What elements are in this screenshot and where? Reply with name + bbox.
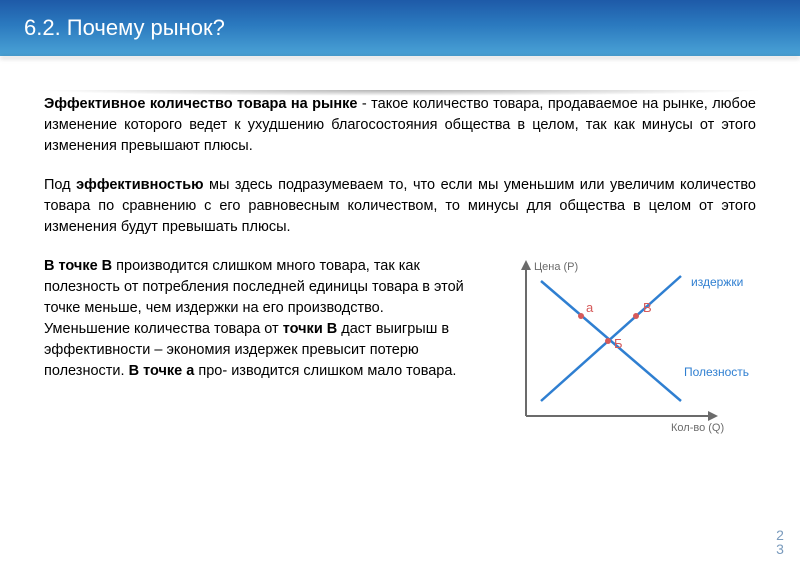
y-arrow-icon <box>521 260 531 270</box>
point-B-dot <box>633 313 639 319</box>
content-area: Эффективное количество товара на рынке -… <box>0 56 800 446</box>
y-axis-label: Цена (Р) <box>534 261 578 273</box>
page-num-top: 2 <box>774 528 786 542</box>
page-title: 6.2. Почему рынок? <box>24 15 225 41</box>
point-B-label: В <box>643 300 652 315</box>
p3-c: про- изводится слишком мало товара. <box>194 363 456 379</box>
chart: Цена (Р) Кол-во (Q) издержки Полезность … <box>486 256 756 436</box>
point-a-dot <box>578 313 584 319</box>
page-number: 2 3 <box>774 528 786 556</box>
costs-label: издержки <box>691 275 743 289</box>
p2-a: Под <box>44 177 76 193</box>
p3-bold2: точки В <box>283 321 338 337</box>
p3-bold3: В точке а <box>129 363 195 379</box>
bottom-row: В точке В производится слишком много тов… <box>44 256 756 436</box>
point-b-ru-dot <box>605 338 611 344</box>
point-a-label: а <box>586 300 594 315</box>
x-axis-label: Кол-во (Q) <box>671 422 724 434</box>
p3-bold1: В точке В <box>44 258 112 274</box>
p2-bold: эффективностью <box>76 177 203 193</box>
paragraph-1: Эффективное количество товара на рынке -… <box>44 94 756 157</box>
paragraph-2: Под эффективностью мы здесь подразумевае… <box>44 175 756 238</box>
page-num-bot: 3 <box>774 542 786 556</box>
content-shadow <box>34 90 766 96</box>
point-b-ru-label: Б <box>614 336 623 351</box>
chart-svg: Цена (Р) Кол-во (Q) издержки Полезность … <box>486 256 756 436</box>
utility-label: Полезность <box>684 365 749 379</box>
x-arrow-icon <box>708 411 718 421</box>
paragraph-3: В точке В производится слишком много тов… <box>44 256 472 436</box>
p1-bold: Эффективное количество товара на рынке <box>44 96 357 112</box>
header-band: 6.2. Почему рынок? <box>0 0 800 56</box>
